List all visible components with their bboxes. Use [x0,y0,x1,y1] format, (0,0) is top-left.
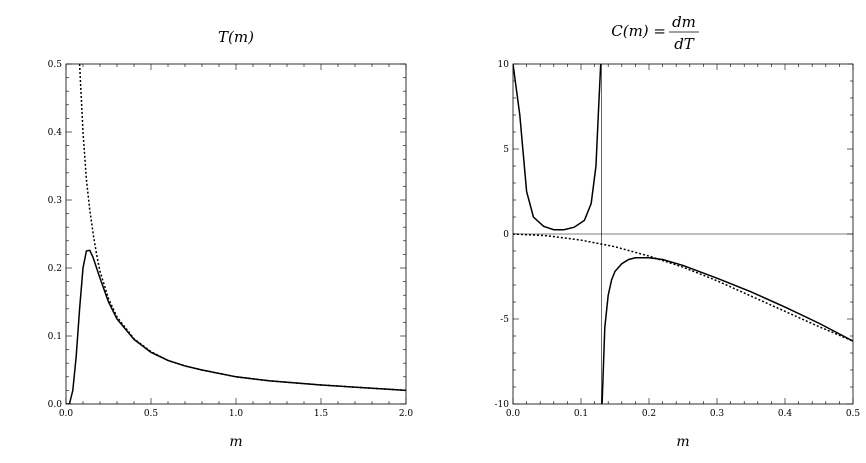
y-tick-label: 5 [503,145,509,155]
y-tick-label: -5 [500,315,509,325]
x-tick-label: 1.5 [314,409,329,419]
title-left: C(m) = [611,22,666,40]
y-tick-label: 0.5 [48,60,63,70]
x-tick-label: 0.0 [506,409,521,419]
x-tick-label: 0.5 [144,409,159,419]
x-axis-label: m [229,434,242,450]
chart-title: T(m) [218,28,254,46]
series-dashed-line-2 [513,233,853,342]
x-tick-label: 0.4 [778,409,793,419]
y-tick-label: 0.2 [48,264,62,274]
series-solid-line-0 [66,249,406,404]
series-dashed-line-1 [78,64,406,392]
series-solid-line-0 [513,64,602,231]
y-tick-label: 0.4 [48,128,63,138]
x-tick-label: 0.0 [59,409,74,419]
title-numerator: dm [672,13,696,31]
x-tick-label: 0.3 [710,409,725,419]
x-tick-label: 0.5 [846,409,861,419]
y-tick-label: 0.3 [48,196,63,206]
title-denominator: dT [674,35,695,53]
chart-temperature: T(m) m 0.0 0.5 1.0 1.5 2.0 0.0 0.1 0.2 0.3 0.4 0.5 [48,28,414,450]
y-tick-label: -10 [495,400,510,410]
series-solid-line-1 [601,257,853,404]
y-tick-label: 0 [503,230,509,240]
x-tick-label: 0.1 [574,409,588,419]
x-axis-label: m [676,434,689,450]
x-tick-label: 2.0 [399,409,414,419]
plot-frame [65,63,407,405]
y-tick-label: 0.1 [48,332,62,342]
y-tick-label: 10 [498,60,510,70]
y-tick-label: 0.0 [48,400,63,410]
chart-heat-capacity: C(m) = dm dT m 0.0 0.1 0.2 0.3 0.4 0.5 -10 -5 0 5… [495,13,861,450]
chart-title: C(m) = dm dT [611,13,699,53]
x-tick-label: 0.2 [642,409,656,419]
x-tick-label: 1.0 [229,409,244,419]
